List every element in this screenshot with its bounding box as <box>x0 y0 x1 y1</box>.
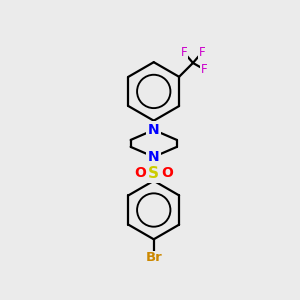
Text: O: O <box>134 166 146 180</box>
Text: N: N <box>148 123 160 137</box>
Text: S: S <box>148 166 159 181</box>
Text: N: N <box>148 150 160 164</box>
Text: F: F <box>180 46 187 59</box>
Text: F: F <box>199 46 206 59</box>
Text: Br: Br <box>146 251 162 264</box>
Text: O: O <box>162 166 173 180</box>
Text: F: F <box>200 63 207 76</box>
